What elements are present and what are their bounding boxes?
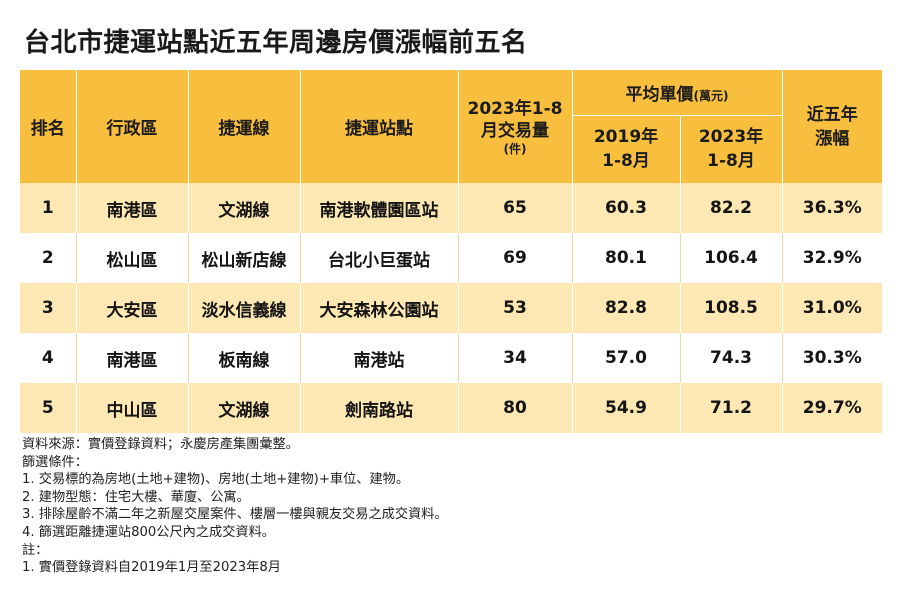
table-row: 5 中山區 文湖線 劍南路站 80 54.9 71.2 29.7% [20, 383, 883, 433]
note-remark-1: 1. 實價登錄資料自2019年1月至2023年8月 [22, 560, 281, 576]
header-line: 捷運線 [188, 70, 301, 183]
header-avg-price-label: 平均單價 [625, 84, 694, 105]
header-2023: 2023年 1-8月 [680, 115, 783, 183]
table-header: 排名 行政區 捷運線 捷運站點 2023年1-8 月交易量 (件) 平均單價(萬… [20, 70, 883, 183]
header-volume-unit: (件) [503, 141, 527, 156]
header-2023-line2: 1-8月 [707, 151, 755, 172]
cell-rank: 2 [20, 233, 77, 283]
header-district: 行政區 [76, 70, 189, 183]
cell-volume: 34 [458, 333, 573, 383]
cell-price-2023: 108.5 [680, 283, 783, 333]
cell-volume: 53 [458, 283, 573, 333]
cell-growth: 31.0% [782, 283, 883, 333]
header-avg-price-unit: (萬元) [693, 88, 729, 103]
note-criteria-4: 4. 篩選距離捷運站800公尺內之成交資料。 [22, 524, 275, 540]
header-growth: 近五年 漲幅 [782, 70, 883, 183]
cell-growth: 32.9% [782, 233, 883, 283]
cell-line: 板南線 [188, 333, 301, 383]
header-volume-line2: 月交易量 [481, 120, 549, 141]
cell-district: 大安區 [76, 283, 189, 333]
note-source: 資料來源：實價登錄資料；永慶房產集團彙整。 [22, 437, 299, 452]
note-criteria-1: 1. 交易標的為房地(土地+建物)、房地(土地+建物)+車位、建物。 [22, 472, 410, 488]
cell-rank: 5 [20, 383, 77, 433]
cell-price-2023: 71.2 [680, 383, 783, 433]
cell-price-2019: 60.3 [572, 183, 681, 233]
cell-station: 南港站 [300, 333, 459, 383]
page-title: 台北市捷運站點近五年周邊房價漲幅前五名 [24, 28, 528, 58]
cell-line: 淡水信義線 [188, 283, 301, 333]
note-remark-heading: 註： [22, 542, 49, 558]
cell-price-2019: 54.9 [572, 383, 681, 433]
cell-price-2023: 82.2 [680, 183, 783, 233]
cell-rank: 3 [20, 283, 77, 333]
table-row: 1 南港區 文湖線 南港軟體園區站 65 60.3 82.2 36.3% [20, 183, 883, 233]
header-growth-line2: 漲幅 [815, 128, 850, 149]
cell-price-2019: 82.8 [572, 283, 681, 333]
cell-volume: 80 [458, 383, 573, 433]
cell-district: 中山區 [76, 383, 189, 433]
cell-line: 文湖線 [188, 183, 301, 233]
header-volume-line1: 2023年1-8 [467, 98, 563, 119]
cell-volume: 69 [458, 233, 573, 283]
header-2019-line2: 1-8月 [602, 151, 650, 172]
note-criteria-heading: 篩選條件： [22, 454, 88, 470]
table-row: 2 松山區 松山新店線 台北小巨蛋站 69 80.1 106.4 32.9% [20, 233, 883, 283]
cell-price-2023: 74.3 [680, 333, 783, 383]
cell-rank: 4 [20, 333, 77, 383]
header-rank: 排名 [20, 70, 77, 183]
header-2019: 2019年 1-8月 [572, 115, 681, 183]
table-row: 3 大安區 淡水信義線 大安森林公園站 53 82.8 108.5 31.0% [20, 283, 883, 333]
cell-station: 台北小巨蛋站 [300, 233, 459, 283]
cell-price-2023: 106.4 [680, 233, 783, 283]
cell-price-2019: 80.1 [572, 233, 681, 283]
cell-line: 文湖線 [188, 383, 301, 433]
header-avg-price: 平均單價(萬元) [572, 70, 783, 116]
cell-growth: 36.3% [782, 183, 883, 233]
table-row: 4 南港區 板南線 南港站 34 57.0 74.3 30.3% [20, 333, 883, 383]
header-volume: 2023年1-8 月交易量 (件) [458, 70, 573, 183]
header-station: 捷運站點 [300, 70, 459, 183]
cell-rank: 1 [20, 183, 77, 233]
cell-line: 松山新店線 [188, 233, 301, 283]
cell-station: 劍南路站 [300, 383, 459, 433]
cell-district: 南港區 [76, 333, 189, 383]
header-2019-line1: 2019年 [593, 127, 659, 148]
note-criteria-3: 3. 排除屋齡不滿二年之新屋交屋案件、樓層一樓與親友交易之成交資料。 [22, 507, 448, 523]
cell-growth: 30.3% [782, 333, 883, 383]
note-criteria-2: 2. 建物型態：住宅大樓、華廈、公寓。 [22, 489, 250, 505]
cell-price-2019: 57.0 [572, 333, 681, 383]
header-2023-line1: 2023年 [698, 127, 764, 148]
cell-district: 南港區 [76, 183, 189, 233]
header-growth-line1: 近五年 [806, 104, 858, 125]
cell-station: 南港軟體園區站 [300, 183, 459, 233]
footnotes: 資料來源：實價登錄資料；永慶房產集團彙整。 篩選條件： 1. 交易標的為房地(土… [22, 436, 448, 577]
table-body: 1 南港區 文湖線 南港軟體園區站 65 60.3 82.2 36.3% 2 松… [20, 183, 883, 433]
cell-growth: 29.7% [782, 383, 883, 433]
cell-district: 松山區 [76, 233, 189, 283]
cell-station: 大安森林公園站 [300, 283, 459, 333]
cell-volume: 65 [458, 183, 573, 233]
price-growth-table: 排名 行政區 捷運線 捷運站點 2023年1-8 月交易量 (件) 平均單價(萬… [20, 70, 883, 433]
